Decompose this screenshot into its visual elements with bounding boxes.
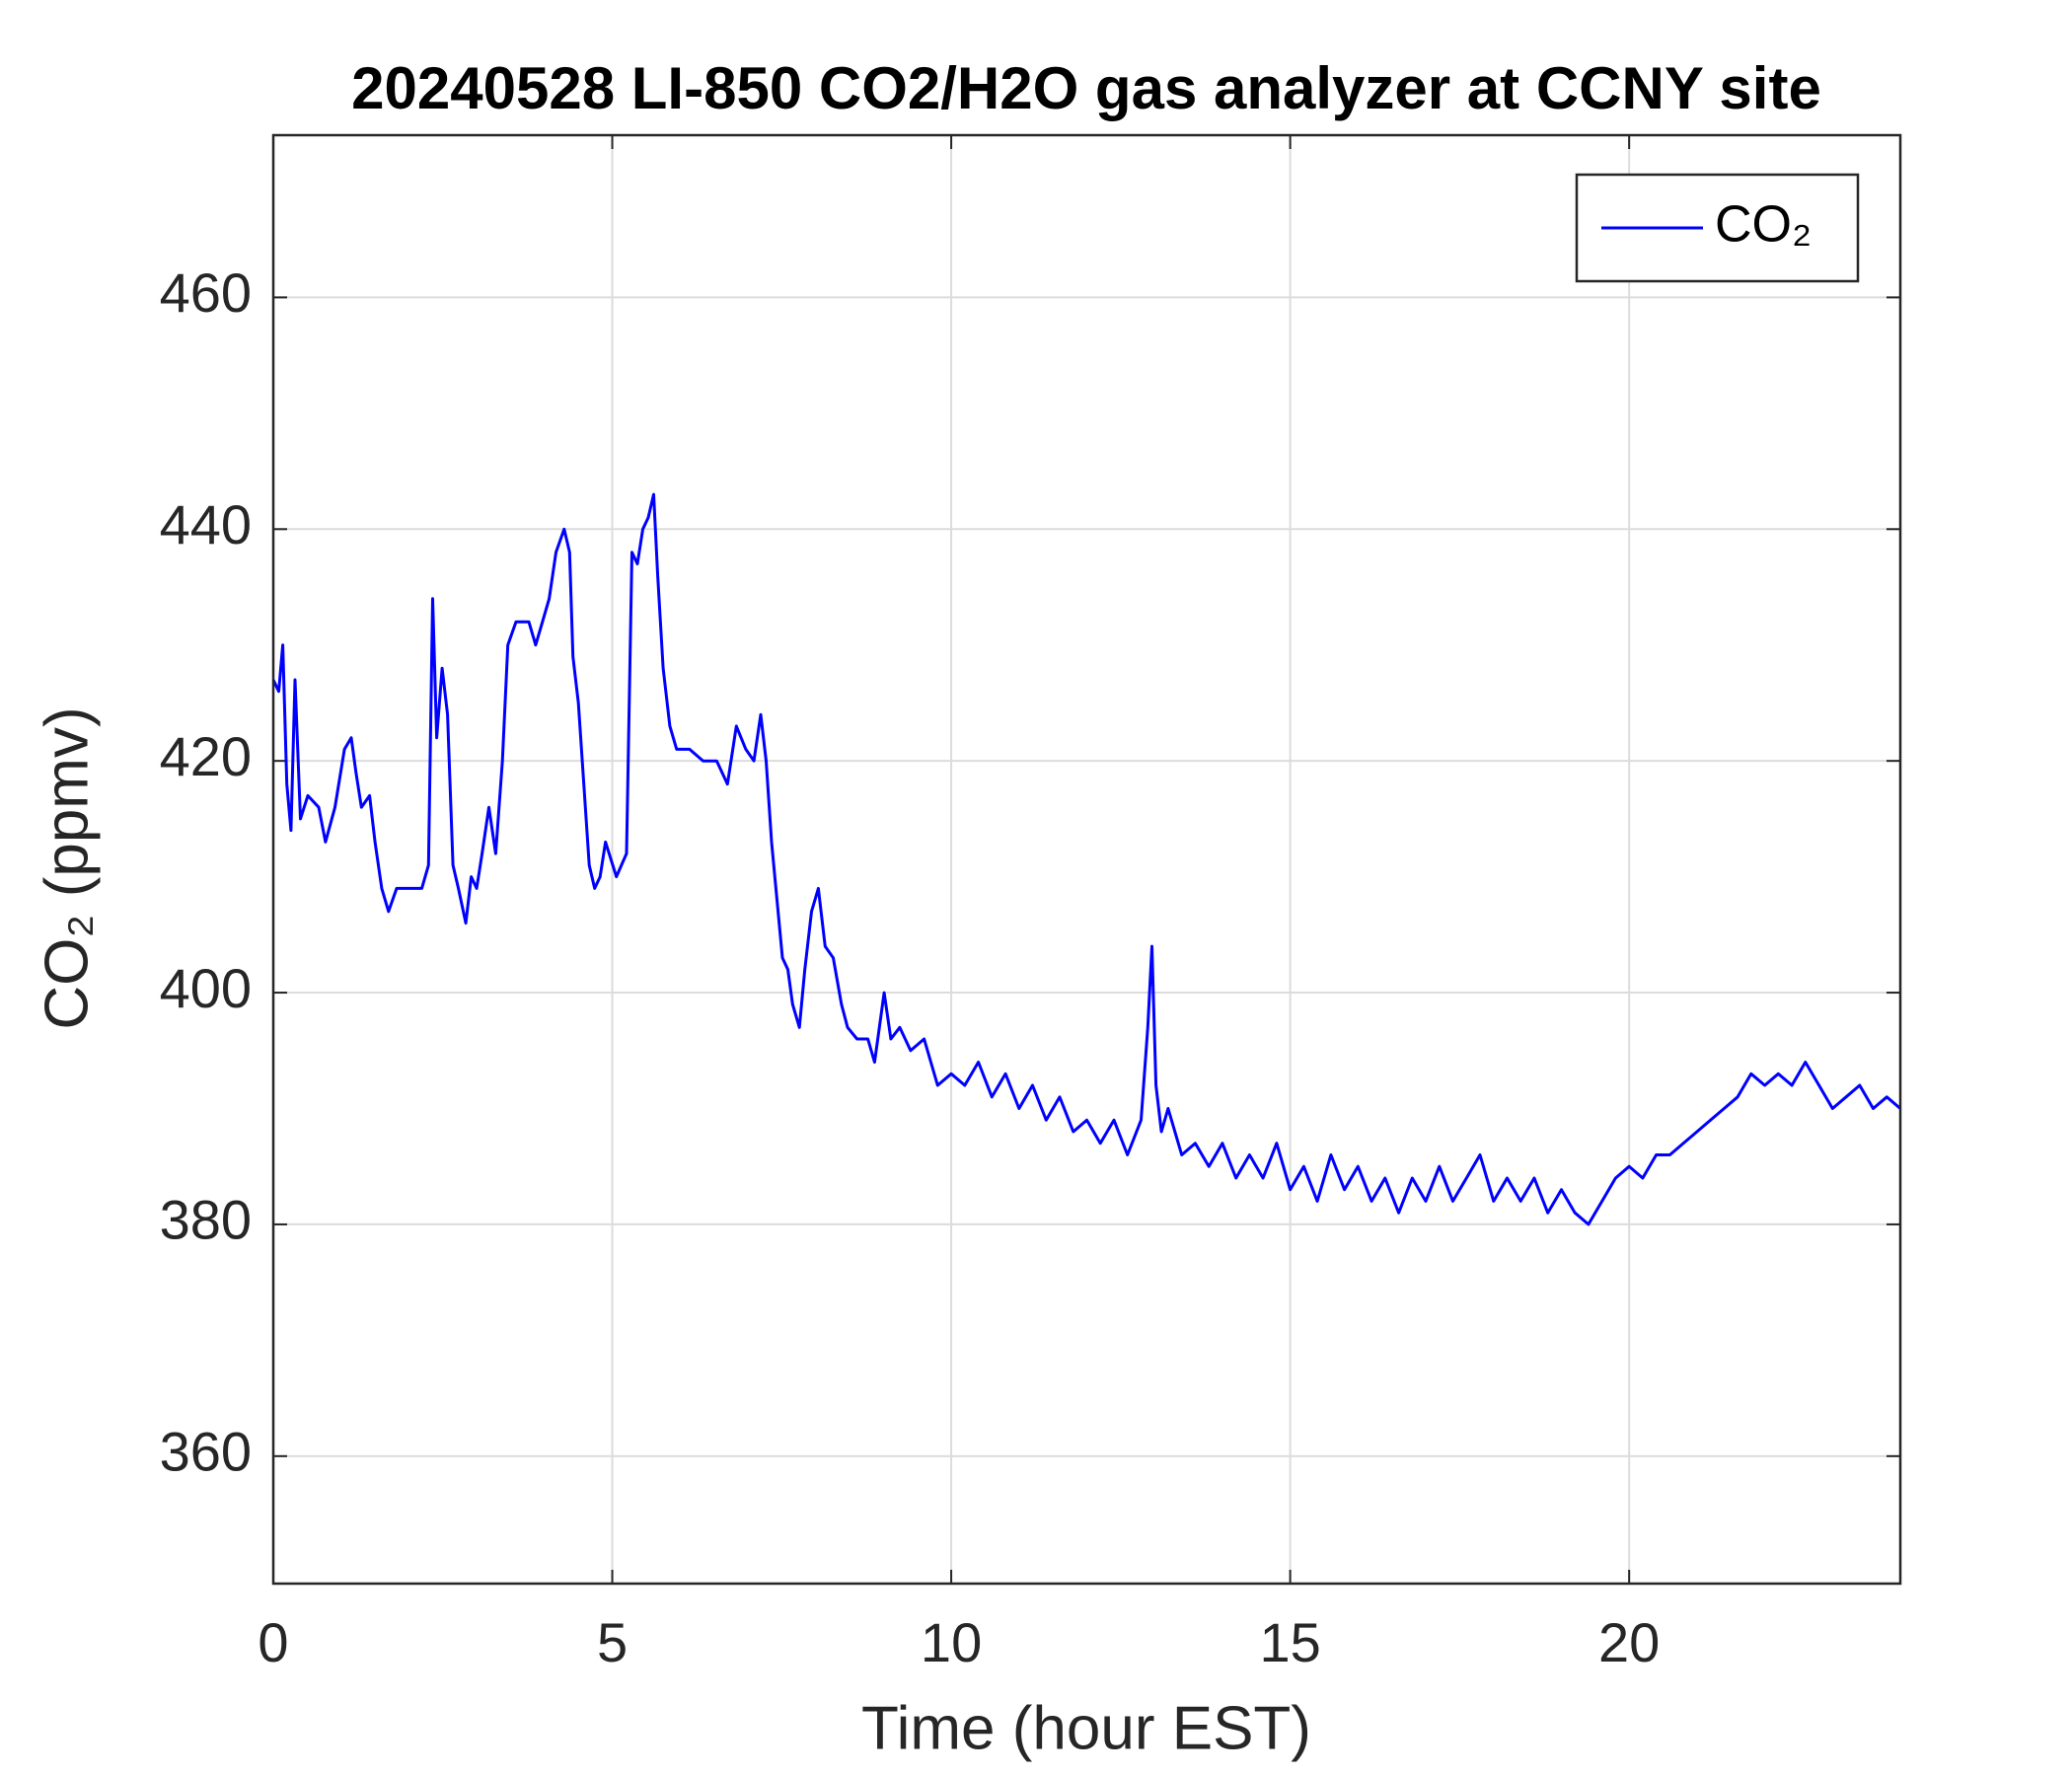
- x-axis-label: Time (hour EST): [861, 1694, 1311, 1762]
- y-tick-label: 460: [160, 261, 252, 324]
- data-line: [271, 492, 1901, 1226]
- x-tick-label: 0: [258, 1611, 288, 1673]
- x-tick-label: 15: [1259, 1611, 1320, 1673]
- y-tick-label: 420: [160, 725, 252, 787]
- legend-label: CO₂: [1715, 196, 1812, 254]
- y-tick-label: 400: [160, 957, 252, 1019]
- y-axis-label: CO₂ (ppmv): [33, 706, 101, 1029]
- chart-title: 20240528 LI-850 CO2/H2O gas analyzer at …: [351, 55, 1821, 121]
- x-tick-label: 5: [597, 1611, 628, 1673]
- x-tick-label: 10: [921, 1611, 982, 1673]
- y-tick-label: 440: [160, 493, 252, 555]
- y-tick-label: 360: [160, 1421, 252, 1483]
- y-tick-label: 380: [160, 1189, 252, 1251]
- x-tick-label: 20: [1598, 1611, 1660, 1673]
- plot-frame: [271, 133, 1902, 1586]
